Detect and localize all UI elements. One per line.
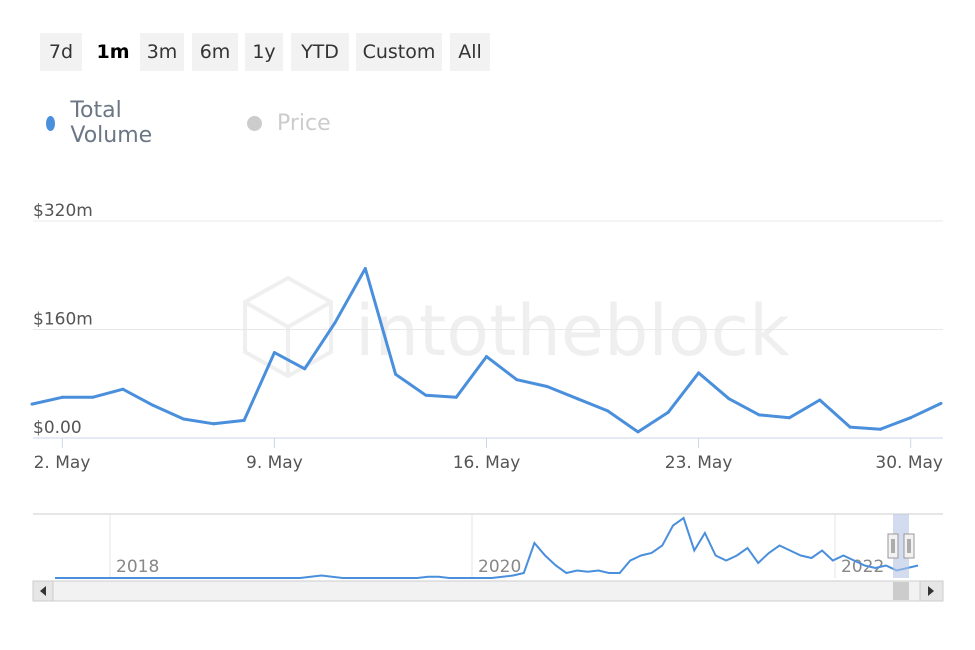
data-point[interactable] <box>545 385 549 388</box>
range-button-1y[interactable]: 1y <box>245 33 283 71</box>
scrollbar-track[interactable] <box>32 580 944 602</box>
range-button-custom[interactable]: Custom <box>356 33 442 71</box>
legend-dot-icon <box>247 115 262 131</box>
legend-label: Price <box>277 110 331 136</box>
data-point[interactable] <box>363 267 367 270</box>
data-point[interactable] <box>91 395 95 399</box>
range-button-all[interactable]: All <box>450 33 490 71</box>
data-point[interactable] <box>818 398 822 402</box>
range-button-3m[interactable]: 3m <box>140 33 184 71</box>
navigator-series-line <box>55 516 919 579</box>
data-point[interactable] <box>697 371 701 375</box>
chevron-right-icon <box>928 586 934 596</box>
navigator-selected-range[interactable] <box>893 514 909 578</box>
data-point[interactable] <box>939 401 943 405</box>
data-point[interactable] <box>30 402 34 406</box>
data-point[interactable] <box>636 430 640 434</box>
navigator-year-label: 2020 <box>478 557 521 577</box>
data-point[interactable] <box>485 355 488 359</box>
navigator: 2018 2020 2022 <box>33 513 943 579</box>
range-button-6m[interactable]: 6m <box>192 33 238 71</box>
data-point[interactable] <box>394 372 398 376</box>
y-tick-label: $160m <box>33 310 93 330</box>
data-point[interactable] <box>575 397 579 401</box>
navigator-handle-right[interactable] <box>903 533 915 559</box>
data-point[interactable] <box>727 397 731 401</box>
range-button-ytd[interactable]: YTD <box>291 33 349 71</box>
data-point[interactable] <box>242 418 246 422</box>
x-tick-label: 2. May <box>34 453 91 473</box>
x-tick-label: 23. May <box>665 453 733 473</box>
data-point[interactable] <box>212 422 216 426</box>
navigator-year-label: 2022 <box>841 557 884 577</box>
x-tick-label: 30. May <box>875 453 943 473</box>
scrollbar-thumb[interactable] <box>893 582 909 600</box>
watermark-logo <box>243 275 333 379</box>
data-point[interactable] <box>333 321 337 325</box>
legend-item-total-volume[interactable]: Total Volume <box>46 98 158 148</box>
x-tick-label: 16. May <box>453 453 521 473</box>
range-button-7d[interactable]: 7d <box>40 33 82 71</box>
data-point[interactable] <box>151 403 155 407</box>
data-point[interactable] <box>757 413 761 417</box>
data-point[interactable] <box>272 351 276 355</box>
data-point[interactable] <box>303 367 307 371</box>
chevron-left-icon <box>40 586 46 596</box>
scrollbar[interactable] <box>32 580 944 602</box>
data-point[interactable] <box>182 417 185 421</box>
data-point[interactable] <box>878 427 882 431</box>
data-point[interactable] <box>454 395 458 399</box>
data-point[interactable] <box>515 378 519 382</box>
watermark-text: intotheblock <box>355 290 790 372</box>
data-point[interactable] <box>121 387 125 391</box>
data-point[interactable] <box>60 395 64 399</box>
legend-item-price[interactable]: Price <box>247 106 331 140</box>
data-point[interactable] <box>848 425 852 429</box>
watermark: intotheblock <box>243 275 790 379</box>
data-point[interactable] <box>424 393 428 397</box>
x-tick-label: 9. May <box>246 453 303 473</box>
navigator-handle-left[interactable] <box>887 533 899 559</box>
y-tick-label: $0.00 <box>33 418 82 438</box>
data-point[interactable] <box>606 409 610 413</box>
y-tick-label: $320m <box>33 201 93 221</box>
navigator-year-label: 2018 <box>116 557 159 577</box>
data-point[interactable] <box>909 416 913 420</box>
data-point[interactable] <box>788 416 791 420</box>
legend-dot-icon <box>46 115 56 131</box>
data-point[interactable] <box>666 410 670 414</box>
legend-label: Total Volume <box>70 98 153 148</box>
range-button-1m[interactable]: 1m <box>92 33 134 71</box>
